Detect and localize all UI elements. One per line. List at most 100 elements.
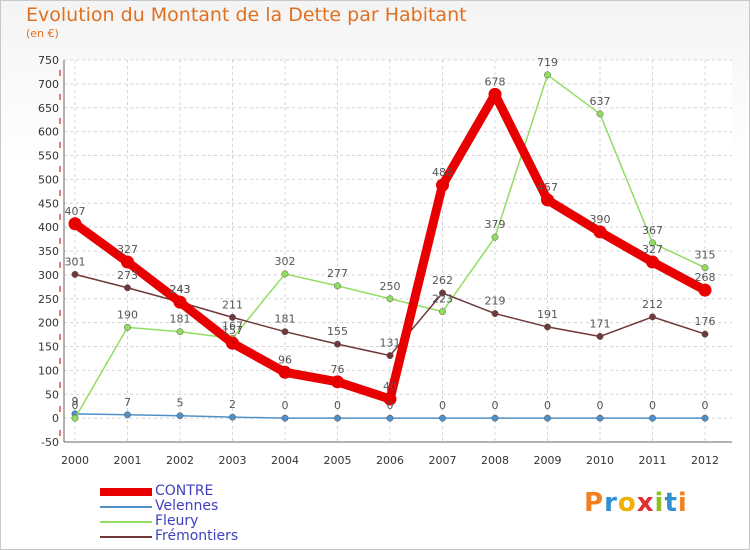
data-label: 0 xyxy=(597,399,604,412)
data-point xyxy=(491,414,499,422)
data-label: 9 xyxy=(72,395,79,408)
y-tick-label: 650 xyxy=(38,102,59,115)
data-point xyxy=(491,310,499,318)
data-label: 302 xyxy=(275,255,296,268)
data-point xyxy=(334,282,341,290)
y-tick-label: 300 xyxy=(38,269,59,282)
data-label: 181 xyxy=(275,313,296,326)
data-label: 301 xyxy=(65,255,86,268)
x-tick-label: 2008 xyxy=(481,454,509,467)
data-label: 0 xyxy=(72,399,79,412)
data-label: 268 xyxy=(695,271,716,284)
legend-swatch xyxy=(100,521,152,523)
data-point xyxy=(281,270,289,278)
data-point xyxy=(593,225,607,239)
y-tick-label: -50 xyxy=(41,436,59,449)
data-point xyxy=(173,295,187,309)
data-point xyxy=(226,336,239,350)
data-labels: 9 7 5 2 0 0 0 0 0 0 0 0 0 0 190 181 167 302 277 250 223 379 71… xyxy=(65,56,716,412)
logo-letter: x xyxy=(636,488,655,518)
data-label: 212 xyxy=(642,298,663,311)
data-label: 190 xyxy=(117,308,138,321)
data-point xyxy=(439,414,446,422)
series-group xyxy=(68,71,712,422)
data-label: 250 xyxy=(380,280,401,293)
data-label: 0 xyxy=(492,399,499,412)
data-point xyxy=(71,414,79,422)
logo-letter: i xyxy=(654,488,665,518)
data-point xyxy=(596,110,604,118)
data-point xyxy=(701,414,709,422)
y-tick-label: 700 xyxy=(38,78,59,91)
legend-label: Fleury xyxy=(155,513,199,529)
x-tick-label: 2000 xyxy=(61,454,89,467)
y-tick-label: 0 xyxy=(52,412,59,425)
logo-letter: i xyxy=(677,488,688,518)
y-tick-label: 500 xyxy=(38,173,59,186)
y-tick-label: 600 xyxy=(38,126,59,139)
data-label: 457 xyxy=(537,181,558,194)
data-point xyxy=(124,284,131,292)
logo-letter: o xyxy=(617,488,637,518)
data-label: 0 xyxy=(544,399,551,412)
data-point xyxy=(229,413,236,421)
data-label: 5 xyxy=(177,397,184,410)
data-label: 181 xyxy=(170,313,191,326)
data-label: 262 xyxy=(432,274,453,287)
x-tick-label: 2010 xyxy=(586,454,614,467)
data-point xyxy=(278,365,292,379)
data-point xyxy=(436,178,449,192)
data-label: 155 xyxy=(327,325,348,338)
data-label: 678 xyxy=(485,75,506,88)
data-point xyxy=(544,323,551,331)
data-label: 167 xyxy=(222,319,243,332)
data-point xyxy=(71,270,79,278)
x-tick-label: 2011 xyxy=(639,454,667,467)
data-point xyxy=(596,333,604,340)
data-label: 390 xyxy=(590,213,611,226)
proxiti-logo: Proxiti xyxy=(584,488,688,518)
data-label: 211 xyxy=(222,298,243,311)
data-point xyxy=(124,411,131,419)
data-label: 0 xyxy=(702,399,709,412)
data-label: 488 xyxy=(432,166,453,179)
data-point xyxy=(229,313,236,321)
data-point xyxy=(649,313,656,321)
data-label: 273 xyxy=(117,269,138,282)
data-label: 40 xyxy=(383,380,397,393)
y-tick-label: 150 xyxy=(38,341,59,354)
data-label: 719 xyxy=(537,56,558,69)
data-label: 0 xyxy=(282,399,289,412)
data-point xyxy=(334,414,341,422)
data-label: 379 xyxy=(485,218,506,231)
y-tick-label: 400 xyxy=(38,221,59,234)
data-point xyxy=(386,414,394,422)
data-point xyxy=(649,239,656,247)
data-label: 7 xyxy=(124,396,131,409)
data-point xyxy=(334,340,341,348)
data-point xyxy=(68,217,82,231)
data-point xyxy=(541,193,554,207)
data-point xyxy=(488,87,502,101)
data-point xyxy=(124,323,131,331)
data-point xyxy=(701,330,709,338)
legend-label: Frémontiers xyxy=(155,528,239,544)
data-point xyxy=(331,375,344,389)
chart-title: Evolution du Montant de la Dette par Hab… xyxy=(26,4,467,26)
data-label: 157 xyxy=(222,324,243,337)
data-label: 176 xyxy=(695,315,716,328)
y-tick-label: 100 xyxy=(38,364,59,377)
x-tick-label: 2003 xyxy=(219,454,247,467)
y-tick-label: 550 xyxy=(38,150,59,163)
y-tick-label: 250 xyxy=(38,293,59,306)
data-label: 0 xyxy=(649,399,656,412)
data-label: 407 xyxy=(65,205,86,218)
data-point xyxy=(386,352,394,360)
chart-unit-label: (en €) xyxy=(26,27,59,40)
data-label: 367 xyxy=(642,224,663,237)
data-point xyxy=(649,414,656,422)
data-label: 0 xyxy=(387,399,394,412)
data-point xyxy=(176,412,184,420)
data-point xyxy=(544,414,551,422)
data-point xyxy=(596,414,604,422)
